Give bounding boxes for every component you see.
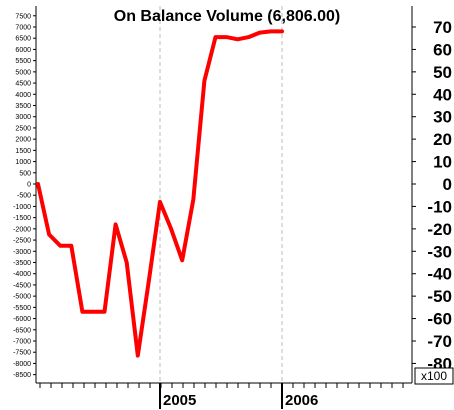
left-tick-label: 1000 <box>15 159 31 166</box>
left-tick-label: -2000 <box>13 226 31 233</box>
left-tick-label: -6500 <box>13 327 31 334</box>
left-tick-label: -3500 <box>13 260 31 267</box>
left-tick-label: 2000 <box>15 137 31 144</box>
right-tick-label: -50 <box>427 287 452 306</box>
left-tick-label: 3000 <box>15 114 31 121</box>
left-tick-label: 500 <box>19 170 31 177</box>
right-tick-label: -70 <box>427 332 452 351</box>
right-tick-label: -60 <box>427 310 452 329</box>
right-tick-label: 20 <box>433 130 452 149</box>
x-tick-label: 2005 <box>163 392 196 409</box>
left-tick-label: -500 <box>17 193 31 200</box>
right-axis-multiplier-box <box>414 367 454 385</box>
right-tick-label: 70 <box>433 18 452 37</box>
left-tick-label: -1500 <box>13 215 31 222</box>
x-axis: 2005 2006 <box>36 382 412 409</box>
left-tick-label: 1500 <box>15 148 31 155</box>
left-tick-label: -3000 <box>13 249 31 256</box>
right-tick-label: 40 <box>433 85 452 104</box>
left-tick-label: 4500 <box>15 81 31 88</box>
left-tick-label: 7500 <box>15 13 31 20</box>
right-tick-label: -30 <box>427 242 452 261</box>
chart-title: On Balance Volume (6,806.00) <box>114 8 340 25</box>
left-tick-label: 4000 <box>15 92 31 99</box>
right-tick-label: -40 <box>427 265 452 284</box>
x-tick-label: 2006 <box>285 392 318 409</box>
left-tick-label: -2500 <box>13 238 31 245</box>
left-tick-label: -5000 <box>13 294 31 301</box>
left-tick-label: 7000 <box>15 25 31 32</box>
left-tick-label: -8000 <box>13 361 31 368</box>
right-tick-label: -20 <box>427 220 452 239</box>
left-tick-label: -5500 <box>13 305 31 312</box>
left-tick-label: 6500 <box>15 36 31 43</box>
left-tick-label: 5500 <box>15 58 31 65</box>
left-tick-label: -7000 <box>13 339 31 346</box>
right-tick-label: 50 <box>433 63 452 82</box>
left-tick-label: 0 <box>27 182 31 189</box>
left-tick-label: -8500 <box>13 372 31 379</box>
right-tick-label: 30 <box>433 108 452 127</box>
right-tick-label: 0 <box>443 175 452 194</box>
left-tick-label: -1000 <box>13 204 31 211</box>
right-tick-label: -10 <box>427 197 452 216</box>
left-tick-label: -6000 <box>13 316 31 323</box>
left-tick-label: 5000 <box>15 69 31 76</box>
right-axis-multiplier: x100 <box>421 369 447 383</box>
left-y-axis: 7500700065006000550050004500400035003000… <box>13 6 37 383</box>
right-tick-label: 10 <box>433 153 452 172</box>
left-tick-label: 6000 <box>15 47 31 54</box>
left-tick-label: -4000 <box>13 271 31 278</box>
left-tick-label: 2500 <box>15 125 31 132</box>
right-tick-label: 60 <box>433 40 452 59</box>
left-tick-label: -7500 <box>13 350 31 357</box>
left-tick-label: -4500 <box>13 282 31 289</box>
left-tick-label: 3500 <box>15 103 31 110</box>
obv-series-line <box>36 29 284 358</box>
